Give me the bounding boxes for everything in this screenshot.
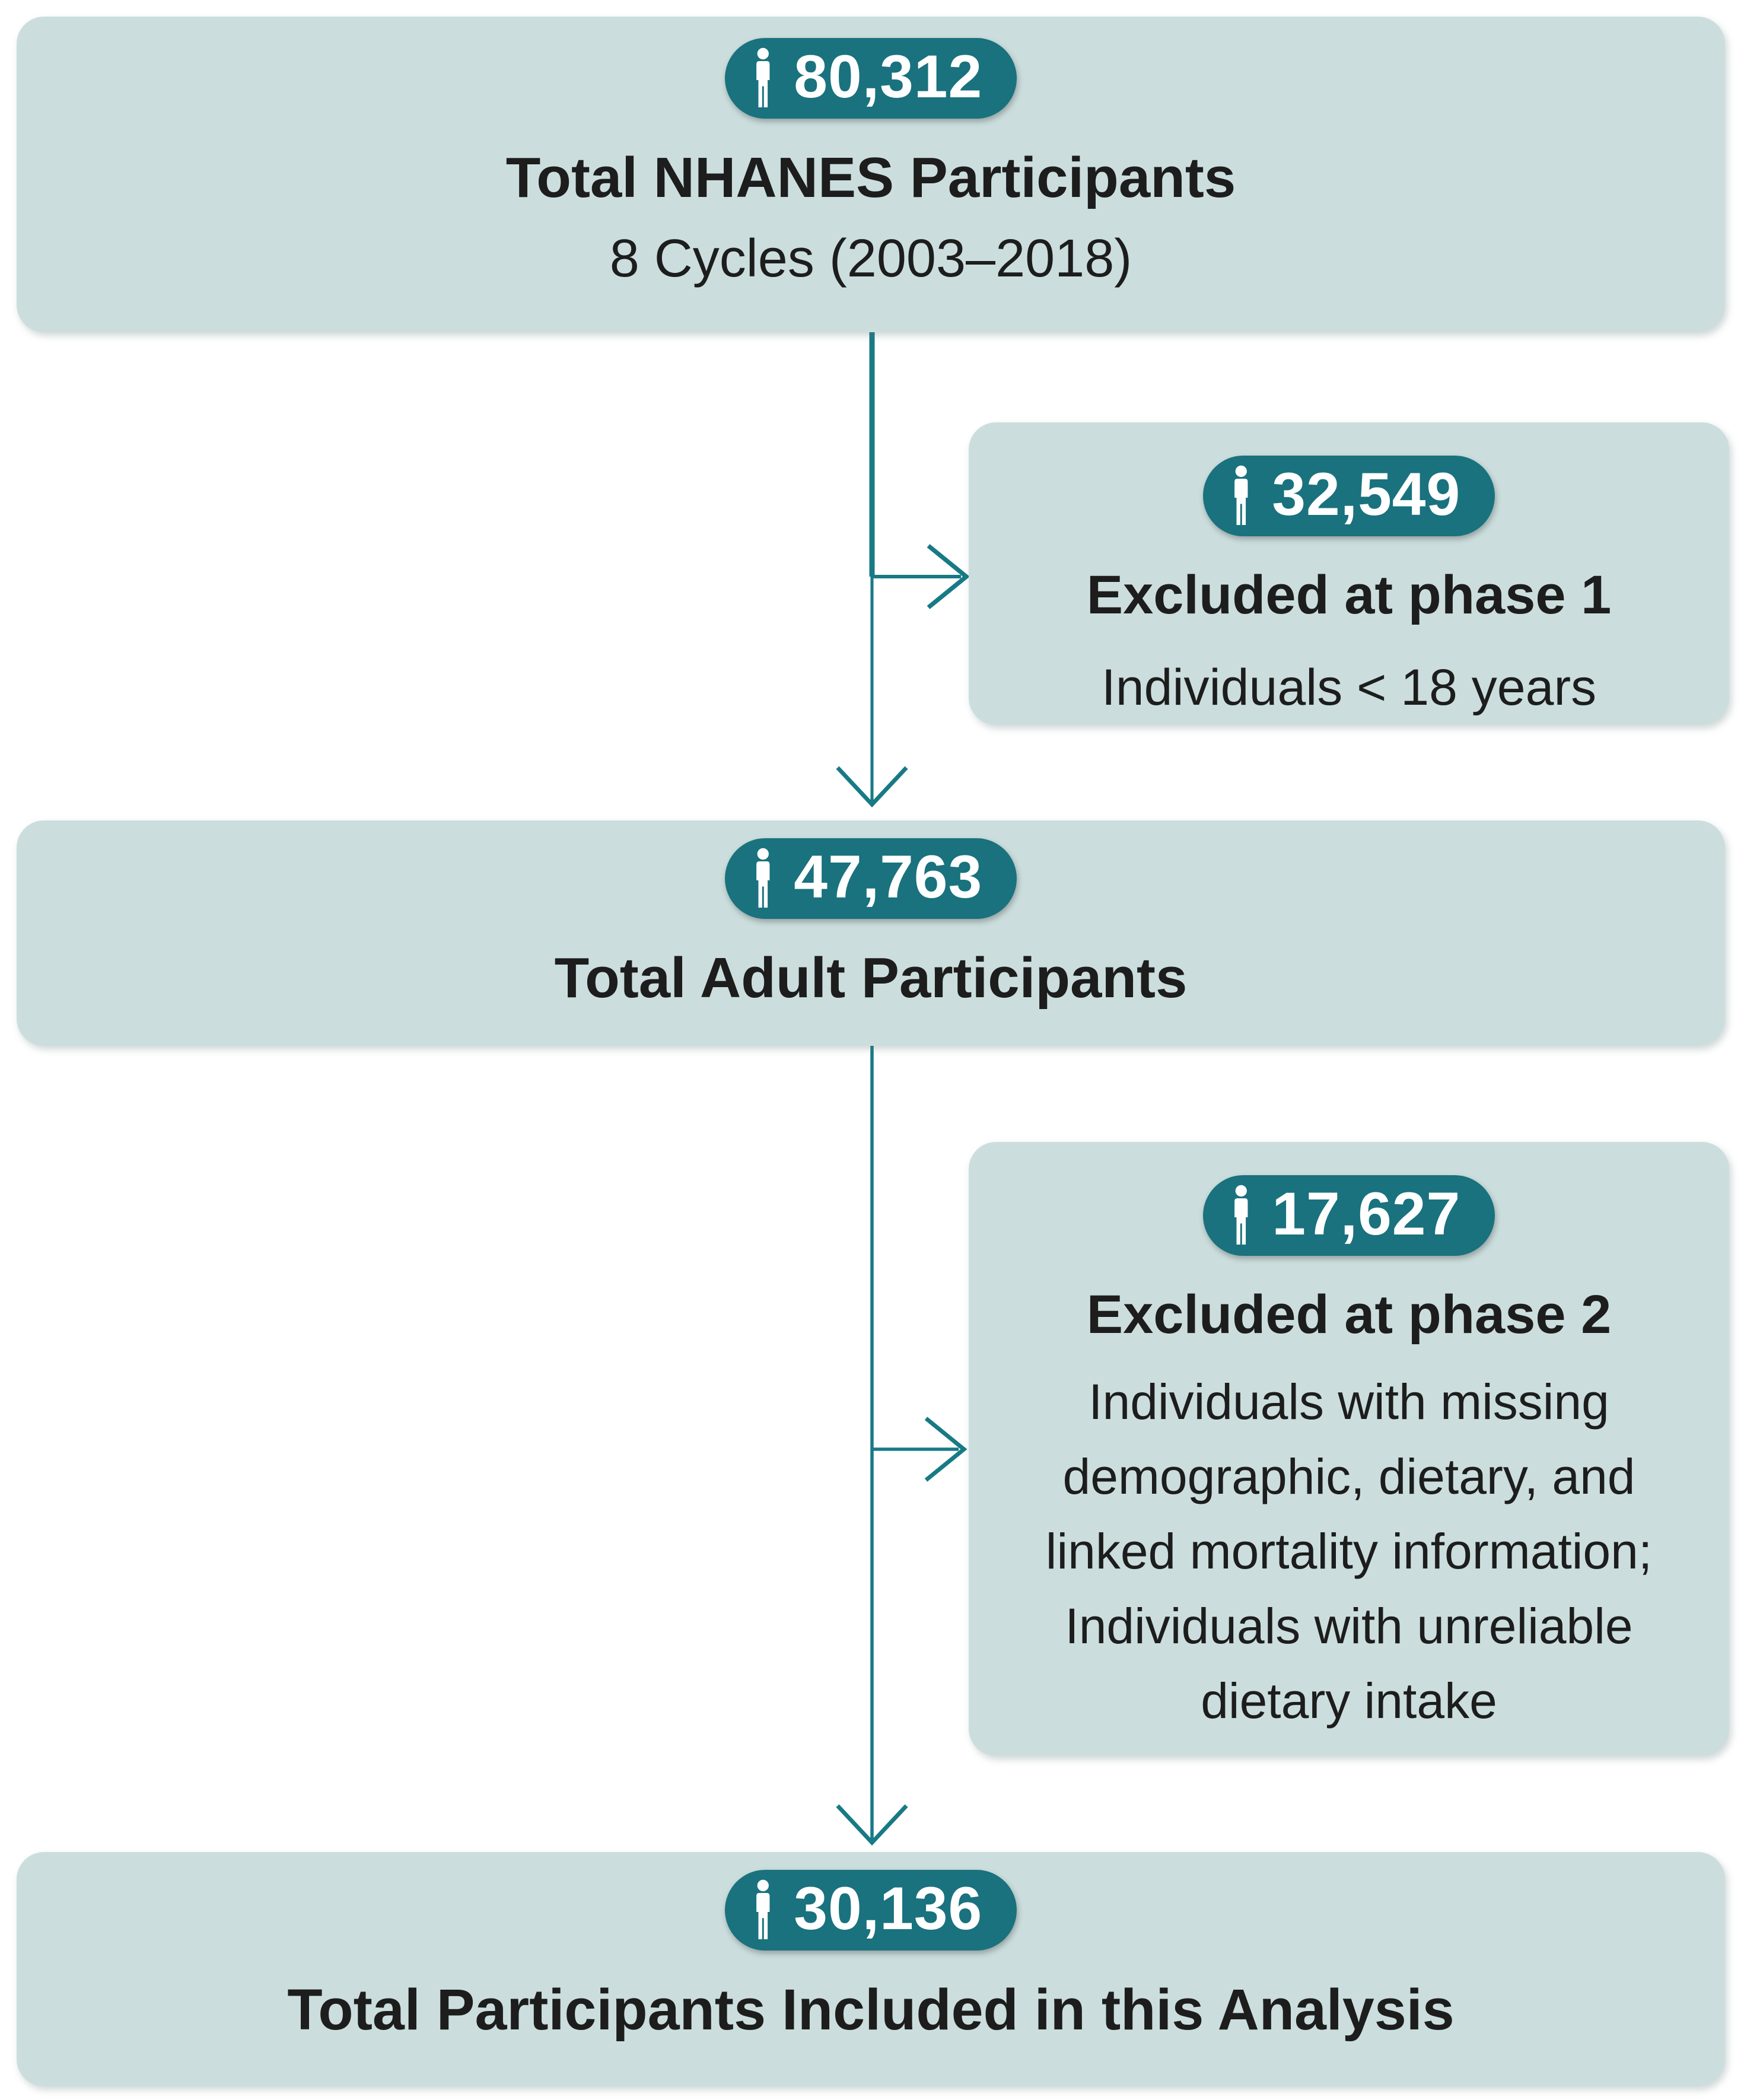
count-value: 30,136 — [794, 1875, 983, 1942]
count-value: 17,627 — [1272, 1180, 1461, 1248]
node-excluded-phase-2: 17,627 Excluded at phase 2 Individuals w… — [969, 1142, 1729, 1756]
node-body: Individuals < 18 years — [1101, 658, 1597, 716]
count-badge: 17,627 — [1202, 1175, 1495, 1256]
node-subtitle: 8 Cycles (2003–2018) — [609, 229, 1132, 289]
count-value: 47,763 — [794, 843, 983, 911]
arrowhead-down-final — [836, 1804, 908, 1846]
node-title: Total Adult Participants — [554, 946, 1188, 1010]
node-title: Excluded at phase 1 — [1086, 565, 1612, 625]
count-value: 80,312 — [794, 43, 983, 110]
person-icon — [1234, 465, 1248, 526]
person-icon — [756, 47, 770, 108]
count-badge: 80,312 — [724, 38, 1017, 119]
arrowhead-right-phase1 — [927, 544, 970, 609]
person-icon — [756, 1879, 770, 1940]
node-final-analysis: 30,136 Total Participants Included in th… — [17, 1852, 1725, 2086]
node-total-adults: 47,763 Total Adult Participants — [17, 820, 1725, 1046]
node-excluded-phase-1: 32,549 Excluded at phase 1 Individuals <… — [969, 422, 1729, 725]
arrowhead-down-adults — [836, 766, 908, 808]
person-icon — [756, 848, 770, 908]
node-body: Individuals with missing demographic, di… — [1045, 1373, 1653, 1729]
node-title: Total NHANES Participants — [505, 146, 1236, 209]
count-badge: 32,549 — [1202, 456, 1495, 536]
arrowhead-right-phase2 — [924, 1417, 968, 1482]
node-total-nhanes: 80,312 Total NHANES Participants 8 Cycle… — [17, 17, 1725, 332]
count-badge: 47,763 — [724, 838, 1017, 919]
count-value: 32,549 — [1272, 460, 1461, 528]
node-title: Total Participants Included in this Anal… — [287, 1977, 1455, 2042]
person-icon — [1234, 1185, 1248, 1245]
node-title: Excluded at phase 2 — [1086, 1284, 1612, 1345]
count-badge: 30,136 — [724, 1870, 1017, 1951]
